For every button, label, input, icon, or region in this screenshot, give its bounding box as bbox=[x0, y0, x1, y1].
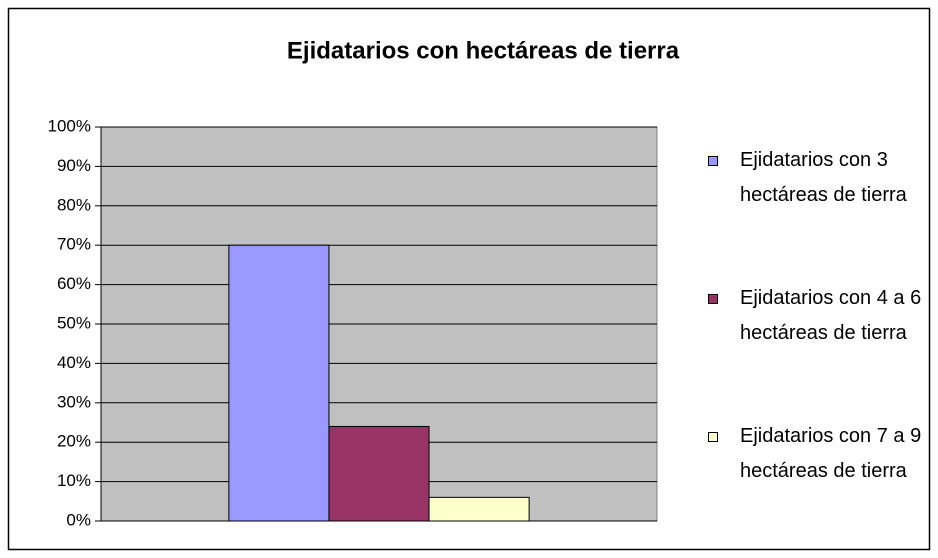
legend-label: Ejidatarios con 3 hectáreas de tierra bbox=[740, 149, 907, 206]
y-tick-label: 10% bbox=[57, 471, 91, 490]
y-tick-label: 70% bbox=[57, 235, 91, 254]
chart-title: Ejidatarios con hectáreas de tierra bbox=[287, 37, 680, 64]
y-tick-label: 90% bbox=[57, 156, 91, 175]
bar bbox=[228, 244, 330, 522]
legend-label: Ejidatarios con 7 a 9 hectáreas de tierr… bbox=[740, 425, 922, 482]
y-tick-label: 0% bbox=[66, 510, 91, 529]
y-tick-label: 60% bbox=[57, 274, 91, 293]
legend-swatch bbox=[708, 156, 718, 166]
y-tick-label: 100% bbox=[48, 116, 91, 135]
y-tick-label: 40% bbox=[57, 353, 91, 372]
legend-swatch bbox=[708, 432, 718, 442]
y-tick-label: 20% bbox=[57, 432, 91, 451]
legend-swatch bbox=[708, 294, 718, 304]
y-tick-label: 30% bbox=[57, 392, 91, 411]
bar bbox=[328, 425, 430, 522]
y-tick-label: 80% bbox=[57, 195, 91, 214]
legend-label: Ejidatarios con 4 a 6 hectáreas de tierr… bbox=[740, 287, 922, 344]
bar bbox=[428, 496, 530, 522]
y-tick-label: 50% bbox=[57, 313, 91, 332]
